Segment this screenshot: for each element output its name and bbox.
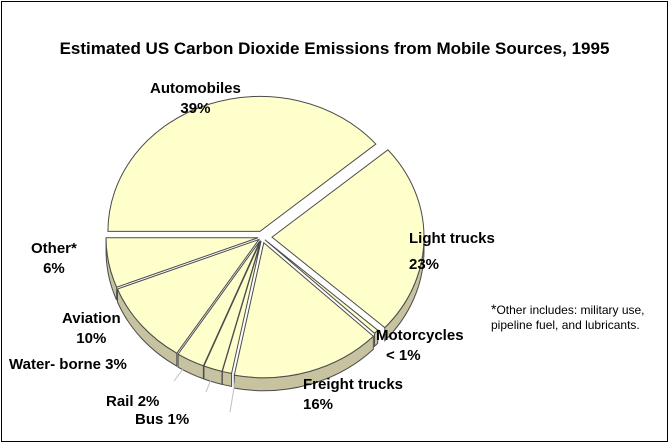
pie-slice-water-borne xyxy=(177,240,261,367)
label-automobiles-name: Automobiles xyxy=(150,80,241,97)
label-water-borne-value: 3% xyxy=(105,356,127,373)
label-aviation-value: 10% xyxy=(76,330,107,347)
label-rail-name: Rail xyxy=(106,393,134,410)
pie-slice-motorcycles xyxy=(264,239,379,334)
label-bus: Bus 1% xyxy=(135,410,189,430)
label-automobiles: Automobiles 39% xyxy=(150,79,241,119)
pie-slice-other xyxy=(105,237,259,288)
footnote: *Other includes: military use, pipeline … xyxy=(491,302,666,333)
label-freight-trucks: Freight trucks 16% xyxy=(303,375,403,415)
pie-slice-light-trucks xyxy=(271,149,425,329)
pie-slice-freight-trucks xyxy=(233,241,375,379)
pie-tops xyxy=(105,95,425,379)
label-freight-trucks-value: 16% xyxy=(303,396,334,413)
label-freight-trucks-name: Freight trucks xyxy=(303,376,404,393)
leader-line-1 xyxy=(205,371,215,393)
leader-line-2 xyxy=(229,375,237,413)
pie-sides xyxy=(105,237,425,392)
label-bus-value: 1% xyxy=(167,411,190,428)
label-motorcycles-value: < 1% xyxy=(386,347,421,364)
label-light-trucks: Light trucks 23% xyxy=(409,229,495,275)
pie-slice-automobiles xyxy=(107,95,377,232)
pie-side-bus xyxy=(221,370,233,387)
pie-slice-rail xyxy=(203,240,262,372)
label-automobiles-value: 39% xyxy=(180,100,211,117)
label-rail-value: 2% xyxy=(137,393,160,410)
label-light-trucks-value: 23% xyxy=(409,256,440,273)
chart-title: Estimated US Carbon Dioxide Emissions fr… xyxy=(59,39,610,58)
label-aviation-name: Aviation xyxy=(62,310,121,327)
label-water-borne: Water- borne 3% xyxy=(9,355,127,375)
label-motorcycles-name: Motorcycles xyxy=(376,327,464,344)
label-rail: Rail 2% xyxy=(106,392,159,412)
leader-line-0 xyxy=(173,364,187,382)
label-motorcycles: Motorcycles < 1% xyxy=(376,326,464,366)
label-other: Other* 6% xyxy=(31,239,77,279)
footnote-star: * xyxy=(491,301,497,317)
label-other-value: 6% xyxy=(43,260,65,277)
label-aviation: Aviation 10% xyxy=(62,309,121,349)
pie-slice-aviation xyxy=(116,238,261,354)
label-water-borne-name: Water- borne xyxy=(9,356,101,373)
label-bus-name: Bus xyxy=(135,411,164,428)
label-light-trucks-name: Light trucks xyxy=(409,230,495,247)
footnote-text: Other includes: military use, pipeline f… xyxy=(491,303,645,332)
label-other-name: Other* xyxy=(31,240,77,257)
